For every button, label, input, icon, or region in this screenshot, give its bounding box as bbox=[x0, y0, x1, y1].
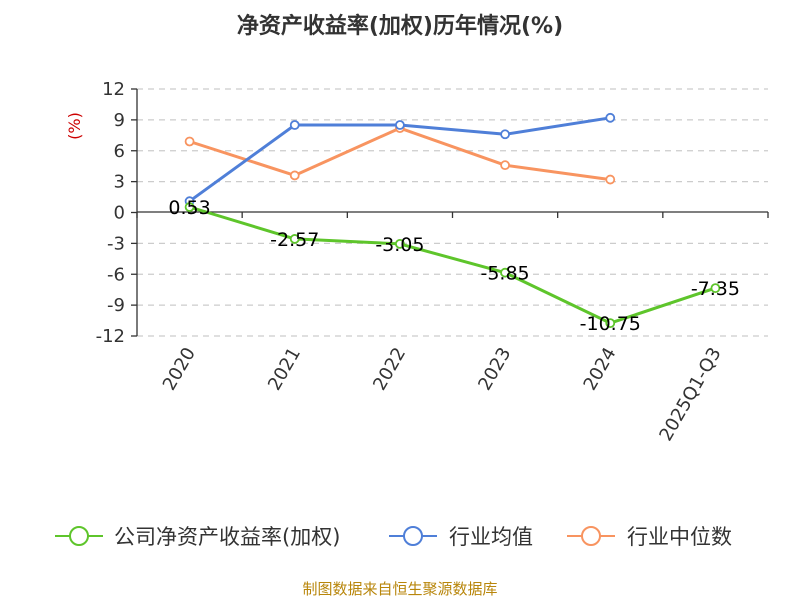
series-line-0 bbox=[189, 205, 716, 325]
data-point bbox=[605, 318, 616, 329]
x-tick-label: 2021 bbox=[264, 344, 305, 394]
data-labels: 0.53 -2.57 -3.05 -5.85 -10.75 -7.35 bbox=[168, 197, 740, 335]
data-point bbox=[710, 283, 721, 294]
data-label: -7.35 bbox=[691, 278, 740, 300]
data-point bbox=[605, 112, 616, 123]
chart-title: 净资产收益率(加权)历年情况(%) bbox=[237, 13, 563, 39]
data-point bbox=[289, 170, 300, 181]
legend-marker bbox=[69, 526, 89, 546]
y-tick-label: 3 bbox=[114, 172, 125, 193]
y-axis-label: (%) bbox=[65, 112, 84, 140]
series-lines bbox=[184, 112, 721, 329]
data-point bbox=[395, 238, 405, 249]
x-tick-label: 2023 bbox=[474, 344, 515, 394]
data-label: 0.53 bbox=[168, 197, 210, 219]
y-tick-label: 9 bbox=[114, 110, 125, 131]
legend-item-2: 行业中位数 bbox=[567, 525, 732, 549]
data-point bbox=[289, 120, 300, 130]
data-label: -10.75 bbox=[580, 313, 641, 335]
x-tick-label: 2025Q1-Q3 bbox=[655, 344, 725, 445]
data-label: -5.85 bbox=[480, 263, 529, 285]
x-tick-label: 2024 bbox=[579, 344, 620, 394]
data-point bbox=[605, 174, 616, 185]
legend-marker bbox=[581, 526, 601, 546]
legend: 公司净资产收益率(加权) 行业均值 行业中位数 bbox=[55, 525, 732, 549]
legend-item-1: 行业均值 bbox=[389, 525, 533, 549]
data-point bbox=[184, 136, 195, 147]
data-label: -2.57 bbox=[270, 229, 319, 251]
data-label: -3.05 bbox=[375, 234, 424, 256]
axes: 12 9 6 3 0 -3 -6 -9 -12 2020 2021 2022 2023 2024 2025Q… bbox=[96, 79, 769, 445]
legend-item-0: 公司净资产收益率(加权) bbox=[55, 525, 340, 549]
data-point bbox=[289, 234, 300, 244]
legend-label: 公司净资产收益率(加权) bbox=[114, 525, 340, 549]
data-point bbox=[500, 160, 510, 171]
legend-label: 行业均值 bbox=[449, 525, 533, 549]
y-tick-label: -3 bbox=[107, 233, 125, 254]
data-point bbox=[500, 129, 510, 140]
x-tick-label: 2020 bbox=[159, 344, 200, 394]
source-note: 制图数据来自恒生聚源数据库 bbox=[302, 580, 497, 598]
data-point bbox=[184, 202, 195, 212]
y-tick-label: -6 bbox=[107, 264, 125, 285]
data-point bbox=[500, 267, 510, 278]
y-tick-label: 0 bbox=[114, 203, 125, 224]
legend-marker bbox=[403, 526, 423, 546]
y-tick-label: -9 bbox=[107, 295, 125, 316]
y-tick-label: 6 bbox=[114, 141, 125, 162]
y-tick-label: 12 bbox=[102, 79, 125, 100]
y-tick-label: -12 bbox=[96, 326, 125, 347]
x-tick-label: 2022 bbox=[369, 344, 410, 394]
legend-label: 行业中位数 bbox=[627, 525, 732, 549]
data-point bbox=[395, 120, 405, 130]
